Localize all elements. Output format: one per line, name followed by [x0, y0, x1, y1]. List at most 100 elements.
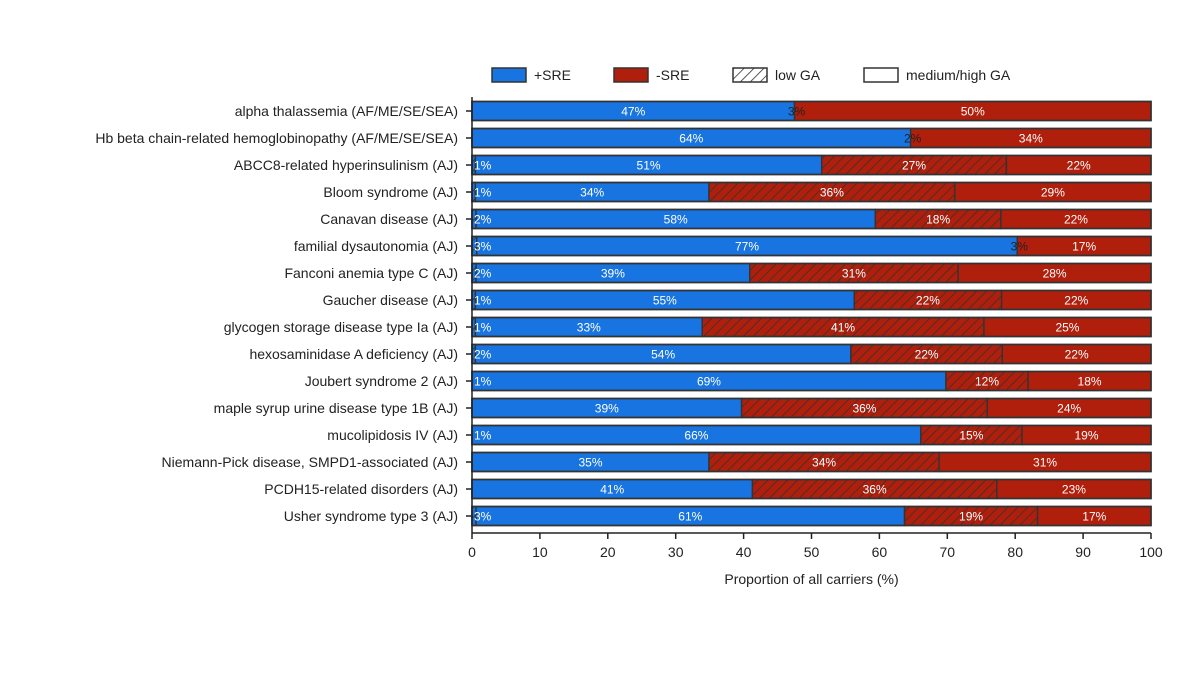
bar-row: 34% 36% 29% 1%: [471, 181, 1152, 203]
bar-hatch: [741, 398, 988, 418]
data-label-small: 1%: [474, 186, 492, 200]
x-tick-label: 40: [736, 544, 752, 560]
bar-row: 39% 31% 28% 2%: [471, 262, 1152, 284]
data-label-small: 3%: [1011, 240, 1029, 254]
data-label: 23%: [1062, 483, 1086, 497]
bar-row: 55% 22% 22% 1%: [471, 289, 1152, 311]
bar-segment: [939, 452, 1151, 472]
data-label: 29%: [1041, 186, 1065, 200]
data-label-small: 2%: [474, 213, 492, 227]
data-label: 36%: [852, 402, 876, 416]
bar-segment: [1037, 506, 1151, 526]
category-label: Joubert syndrome 2 (AJ): [305, 373, 458, 389]
legend-label: -SRE: [656, 67, 689, 83]
data-label-small: 1%: [474, 159, 492, 173]
data-label: 22%: [1065, 348, 1089, 362]
bar-hatch: [702, 317, 984, 337]
data-label: 22%: [916, 294, 940, 308]
data-label: 34%: [812, 456, 836, 470]
data-label: 54%: [651, 348, 675, 362]
legend-item-plus-sre: +SRE: [491, 67, 571, 83]
bar-hatch: [945, 371, 1029, 391]
bar-row: 61% 19% 17% 3%: [471, 505, 1152, 527]
bar-hatch: [472, 344, 476, 364]
bar-hatch: [472, 317, 476, 337]
data-label: 39%: [601, 267, 625, 281]
data-label-small: 3%: [788, 105, 806, 119]
data-label-small: 1%: [474, 294, 492, 308]
data-label: 39%: [595, 402, 619, 416]
bar-row: 33% 41% 25% 1%: [471, 316, 1152, 338]
bar-row: 35% 34% 31%: [471, 451, 1152, 473]
bar-row: 47% 50% 3%: [471, 100, 1152, 122]
bar-row: 41% 36% 23%: [471, 478, 1152, 500]
x-tick-label: 50: [804, 544, 820, 560]
bar-hatch: [752, 479, 997, 499]
x-tick-label: 20: [600, 544, 616, 560]
data-label: 17%: [1072, 240, 1096, 254]
data-label: 51%: [637, 159, 661, 173]
bar-segment: [475, 344, 851, 364]
data-label: 33%: [577, 321, 601, 335]
category-label: Usher syndrome type 3 (AJ): [284, 508, 458, 524]
x-tick-label: 70: [940, 544, 956, 560]
bar-segment: [476, 506, 905, 526]
legend-swatch: [863, 67, 899, 83]
bar-segment: [472, 128, 911, 148]
bar-hatch: [472, 209, 477, 229]
data-label: 41%: [600, 483, 624, 497]
data-label: 22%: [1064, 294, 1088, 308]
category-labels: alpha thalassemia (AF/ME/SE/SEA) Hb beta …: [95, 103, 472, 524]
data-label: 19%: [1074, 429, 1098, 443]
legend-swatch: [491, 67, 527, 83]
data-label-small: 2%: [474, 267, 492, 281]
category-label: Hb beta chain-related hemoglobinopathy (…: [95, 130, 458, 146]
bars: 47% 50% 3% 64% 34% 2% 51% 27% 22% 1% 34% 36% 29% 1% 58…: [471, 100, 1152, 527]
bar-hatch: [904, 506, 1038, 526]
bar-row: 69% 12% 18% 1%: [471, 370, 1152, 392]
bar-segment: [475, 317, 703, 337]
category-label: familial dysautonomia (AJ): [294, 238, 458, 254]
category-label: Bloom syndrome (AJ): [323, 184, 458, 200]
bar-segment: [1006, 155, 1151, 175]
data-label: 31%: [842, 267, 866, 281]
x-tick-label: 0: [468, 544, 476, 560]
bar-hatch: [875, 209, 1001, 229]
data-label: 36%: [820, 186, 844, 200]
bar-hatch: [472, 263, 477, 283]
data-label-small: 1%: [474, 375, 492, 389]
bar-segment: [472, 425, 921, 445]
data-label: 41%: [831, 321, 855, 335]
data-label: 12%: [975, 375, 999, 389]
data-label: 77%: [735, 240, 759, 254]
data-label: 18%: [926, 213, 950, 227]
bar-segment: [472, 398, 742, 418]
bar-segment: [987, 398, 1151, 418]
bar-hatch: [749, 263, 959, 283]
bar-segment: [476, 236, 1018, 256]
bar-segment: [1028, 371, 1151, 391]
legend-swatch: [613, 67, 649, 83]
category-label: ABCC8-related hyperinsulinism (AJ): [234, 157, 458, 173]
bar-hatch: [708, 182, 955, 202]
bar-segment: [1000, 209, 1151, 229]
legend-item-minus-sre: -SRE: [613, 67, 689, 83]
data-label: 69%: [697, 375, 721, 389]
legend-label: +SRE: [534, 67, 571, 83]
data-label: 50%: [961, 105, 985, 119]
category-label: mucolipidosis IV (AJ): [327, 427, 458, 443]
category-label: glycogen storage disease type Ia (AJ): [224, 319, 458, 335]
data-label: 25%: [1055, 321, 1079, 335]
data-label: 34%: [1019, 132, 1043, 146]
bar-segment: [794, 101, 1151, 121]
data-label: 31%: [1033, 456, 1057, 470]
bar-segment: [475, 182, 709, 202]
x-tick-label: 10: [532, 544, 548, 560]
bar-hatch: [472, 182, 476, 202]
bar-segment: [472, 101, 795, 121]
bar-segment: [958, 263, 1151, 283]
category-label: Fanconi anemia type C (AJ): [284, 265, 458, 281]
bar-row: 64% 34% 2%: [471, 127, 1152, 149]
data-label: 47%: [621, 105, 645, 119]
